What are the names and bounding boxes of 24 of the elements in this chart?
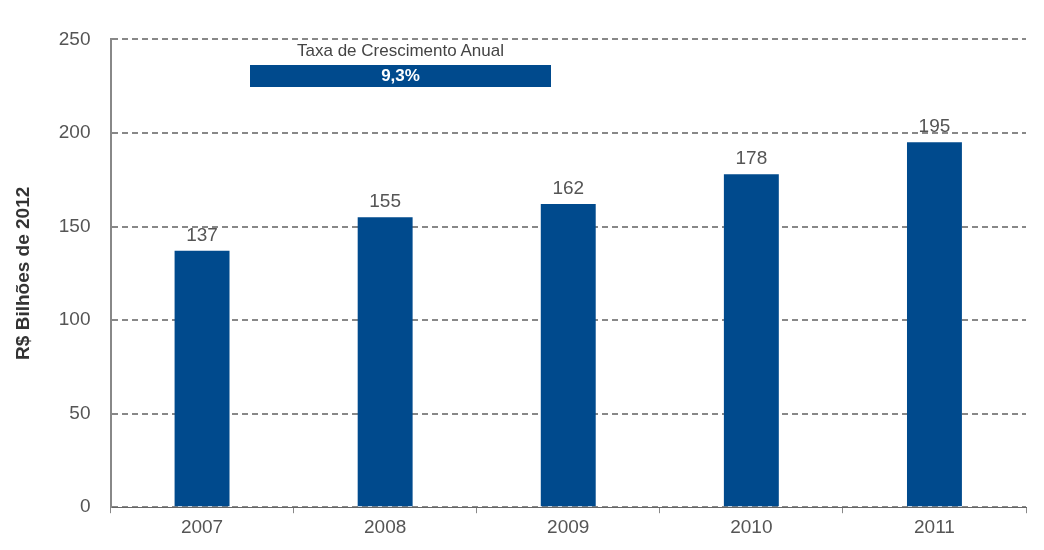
bar [723, 174, 779, 507]
bar [540, 204, 596, 507]
bar [906, 142, 962, 507]
data-label: 178 [735, 146, 768, 168]
x-tick-label: 2011 [914, 515, 955, 537]
data-label: 137 [186, 223, 218, 245]
y-tick-label: 100 [58, 308, 91, 330]
y-tick-label: 150 [58, 214, 91, 236]
data-label: 162 [552, 176, 585, 198]
y-tick-label: 50 [69, 401, 91, 423]
annotation: Taxa de Crescimento Anual [296, 41, 505, 61]
x-tick-label: 2009 [547, 515, 590, 537]
y-tick-label: 0 [79, 495, 91, 517]
y-tick-label: 200 [58, 121, 91, 143]
bar [357, 217, 413, 507]
data-label: 195 [918, 115, 951, 137]
y-tick-label: 250 [58, 27, 91, 49]
bar [174, 250, 230, 507]
y-axis-title: R$ Bilhões de 2012 [11, 186, 33, 360]
banner: 9,3% [250, 65, 551, 87]
x-tick-label: 2007 [180, 515, 224, 537]
data-label: 155 [369, 189, 401, 211]
x-tick-label: 2010 [730, 515, 773, 537]
x-tick-label: 2008 [364, 515, 407, 537]
